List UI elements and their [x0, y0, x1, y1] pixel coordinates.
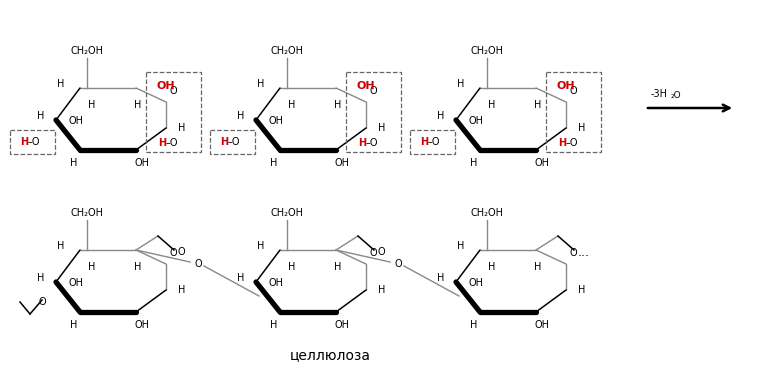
- Text: OH: OH: [135, 158, 149, 168]
- Text: –O: –O: [28, 137, 40, 147]
- Text: H: H: [257, 241, 264, 251]
- Text: OH: OH: [268, 116, 283, 126]
- Text: OH: OH: [268, 278, 283, 288]
- Text: CH₂OH: CH₂OH: [71, 46, 104, 56]
- Text: H: H: [335, 100, 341, 110]
- Text: O: O: [170, 86, 178, 96]
- Text: CH₂OH: CH₂OH: [470, 208, 504, 218]
- Text: H: H: [88, 100, 96, 110]
- Text: OH: OH: [469, 116, 484, 126]
- Text: H: H: [456, 241, 464, 251]
- Text: H: H: [257, 79, 264, 89]
- Text: H: H: [56, 79, 64, 89]
- Text: OH: OH: [557, 81, 575, 91]
- Text: H: H: [578, 285, 585, 295]
- Text: H: H: [70, 320, 78, 330]
- Text: OH: OH: [469, 278, 484, 288]
- Text: H: H: [470, 320, 478, 330]
- Text: H: H: [358, 138, 366, 148]
- Text: H: H: [134, 100, 142, 110]
- Text: H: H: [37, 111, 44, 121]
- Text: H: H: [56, 241, 64, 251]
- Text: H: H: [378, 123, 386, 133]
- Text: -3H: -3H: [651, 89, 668, 99]
- Text: H: H: [237, 273, 244, 283]
- Text: O: O: [170, 248, 178, 258]
- Text: –O: –O: [566, 138, 578, 148]
- Text: OH: OH: [135, 320, 149, 330]
- Bar: [346, 72, 401, 152]
- Text: OH: OH: [157, 81, 175, 91]
- Text: O: O: [370, 248, 378, 258]
- Text: H: H: [271, 320, 277, 330]
- Text: H: H: [237, 111, 244, 121]
- Text: O: O: [38, 297, 46, 307]
- Text: OH: OH: [335, 320, 350, 330]
- Text: H: H: [88, 262, 96, 272]
- Text: CH₂OH: CH₂OH: [271, 46, 303, 56]
- Text: H: H: [335, 262, 341, 272]
- Text: H: H: [420, 137, 428, 147]
- Text: OH: OH: [534, 320, 549, 330]
- Text: H: H: [288, 100, 296, 110]
- Text: OH: OH: [357, 81, 376, 91]
- Text: H: H: [437, 111, 444, 121]
- Text: H: H: [220, 137, 228, 147]
- Text: H: H: [488, 100, 496, 110]
- Text: –O: –O: [428, 137, 440, 147]
- Text: O: O: [378, 247, 386, 257]
- Text: –O: –O: [366, 138, 379, 148]
- Text: H: H: [271, 158, 277, 168]
- Text: O: O: [370, 86, 378, 96]
- Text: –O: –O: [166, 138, 178, 148]
- Text: H: H: [134, 262, 142, 272]
- Text: H: H: [558, 138, 566, 148]
- Bar: [10, 130, 55, 154]
- Text: H: H: [178, 123, 185, 133]
- Bar: [146, 72, 201, 152]
- Bar: [546, 72, 601, 152]
- Text: H: H: [378, 285, 386, 295]
- Text: H: H: [178, 285, 185, 295]
- Text: H: H: [534, 100, 542, 110]
- Text: O: O: [178, 247, 186, 257]
- Text: H: H: [70, 158, 78, 168]
- Text: OH: OH: [69, 278, 84, 288]
- Text: OH: OH: [69, 116, 84, 126]
- Text: H: H: [288, 262, 296, 272]
- Text: H: H: [437, 273, 444, 283]
- Text: O: O: [194, 259, 202, 269]
- Text: H: H: [158, 138, 166, 148]
- Text: O: O: [570, 248, 578, 258]
- Text: OH: OH: [534, 158, 549, 168]
- Text: OH: OH: [335, 158, 350, 168]
- Text: ₂O: ₂O: [671, 92, 682, 101]
- Text: ...: ...: [578, 246, 590, 258]
- Text: CH₂OH: CH₂OH: [271, 208, 303, 218]
- Text: целлюлоза: целлюлоза: [290, 348, 370, 362]
- Text: CH₂OH: CH₂OH: [71, 208, 104, 218]
- Text: –O: –O: [228, 137, 241, 147]
- Text: H: H: [534, 262, 542, 272]
- Text: CH₂OH: CH₂OH: [470, 46, 504, 56]
- Text: H: H: [456, 79, 464, 89]
- Text: H: H: [488, 262, 496, 272]
- Text: O: O: [394, 259, 402, 269]
- Text: H: H: [470, 158, 478, 168]
- Text: O: O: [570, 86, 578, 96]
- Text: H: H: [20, 137, 28, 147]
- Bar: [410, 130, 455, 154]
- Bar: [210, 130, 255, 154]
- Text: H: H: [578, 123, 585, 133]
- Text: H: H: [37, 273, 44, 283]
